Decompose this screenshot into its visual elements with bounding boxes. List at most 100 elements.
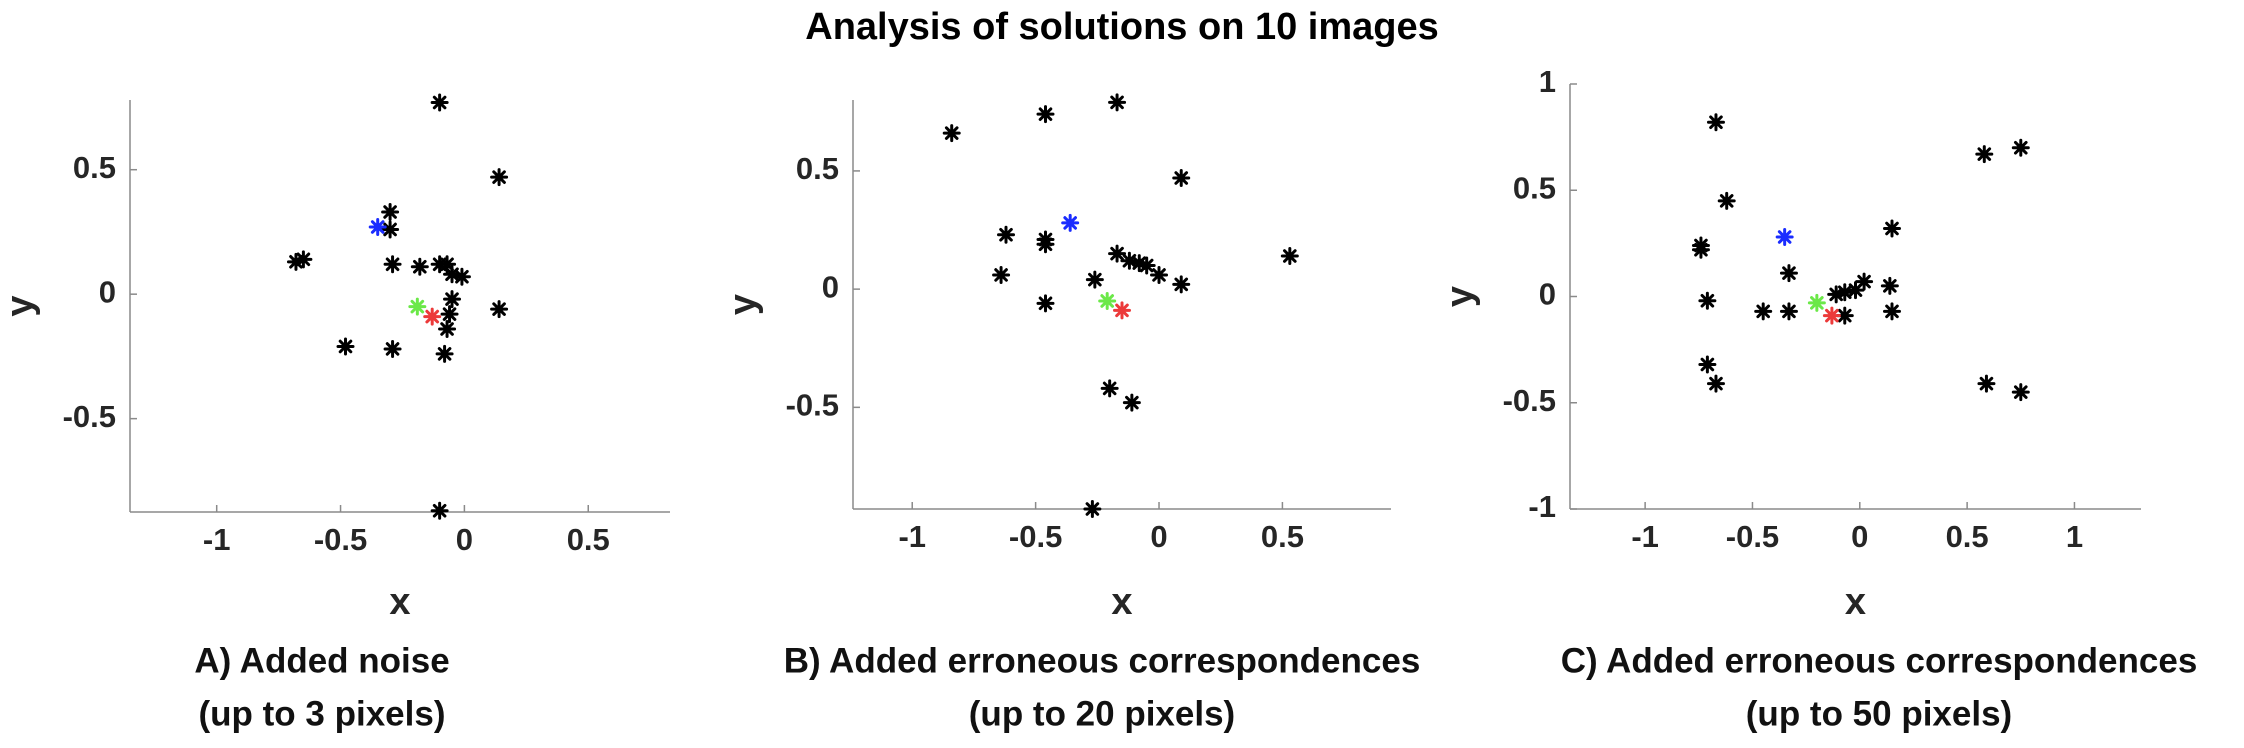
x-tick-label: 0 bbox=[1150, 519, 1167, 554]
point bbox=[438, 320, 457, 339]
x-axis-label: x bbox=[389, 581, 410, 623]
point bbox=[1113, 301, 1131, 320]
y-tick-label: -0.5 bbox=[1503, 383, 1556, 418]
point bbox=[1880, 276, 1899, 295]
point bbox=[1061, 213, 1080, 232]
y-tick-label: 0.5 bbox=[1513, 170, 1556, 205]
point bbox=[1975, 145, 1994, 164]
x-tick-label: 1 bbox=[2066, 519, 2083, 554]
y-axis-label: y bbox=[722, 294, 764, 315]
x-tick-label: -0.5 bbox=[1726, 519, 1779, 554]
point bbox=[452, 267, 471, 286]
point bbox=[438, 255, 457, 274]
point bbox=[2011, 138, 2030, 157]
point bbox=[1150, 265, 1169, 284]
point bbox=[1098, 291, 1117, 310]
point bbox=[440, 305, 459, 324]
x-tick-label: 0.5 bbox=[1946, 519, 1989, 554]
point bbox=[1855, 272, 1874, 291]
y-tick-label: 0 bbox=[1539, 277, 1556, 312]
figure-title: Analysis of solutions on 10 images bbox=[805, 6, 1439, 48]
y-axis-label: y bbox=[0, 295, 41, 316]
point bbox=[383, 339, 402, 358]
y-tick-label: 0 bbox=[99, 274, 116, 309]
point bbox=[1083, 500, 1102, 518]
point bbox=[1754, 302, 1773, 321]
point bbox=[1779, 264, 1798, 283]
x-axis-label: x bbox=[1845, 581, 1866, 623]
point bbox=[430, 501, 449, 520]
point bbox=[1172, 169, 1191, 188]
point bbox=[1130, 254, 1149, 273]
point bbox=[997, 225, 1016, 244]
point bbox=[1717, 191, 1736, 210]
point bbox=[1036, 105, 1055, 124]
y-tick-label: 0 bbox=[822, 269, 839, 304]
point bbox=[1779, 302, 1798, 321]
point bbox=[1706, 113, 1725, 132]
x-tick-label: -1 bbox=[1631, 519, 1659, 554]
point bbox=[1172, 275, 1191, 294]
y-tick-label: -0.5 bbox=[786, 388, 839, 423]
point bbox=[1807, 293, 1826, 312]
point bbox=[383, 255, 402, 274]
point bbox=[1775, 228, 1794, 246]
point bbox=[1137, 256, 1156, 275]
point bbox=[1882, 302, 1901, 321]
point bbox=[1835, 283, 1854, 302]
point bbox=[1036, 235, 1055, 254]
subplot-title: B) Added erroneous correspondences bbox=[784, 641, 1421, 680]
y-tick-label: 0.5 bbox=[73, 150, 116, 185]
point bbox=[368, 217, 387, 236]
y-tick-label: -0.5 bbox=[63, 399, 116, 434]
point bbox=[1698, 355, 1717, 374]
point bbox=[1835, 306, 1854, 325]
subplot-subtitle: (up to 50 pixels) bbox=[1746, 694, 2012, 733]
point bbox=[1036, 294, 1055, 313]
subplot-subtitle: (up to 3 pixels) bbox=[199, 694, 446, 733]
point bbox=[1085, 270, 1104, 289]
point bbox=[286, 252, 305, 271]
point bbox=[1822, 306, 1841, 325]
x-tick-label: -1 bbox=[203, 522, 231, 557]
x-tick-label: 0 bbox=[1851, 519, 1868, 554]
x-tick-label: -0.5 bbox=[314, 522, 367, 557]
point bbox=[1882, 219, 1901, 238]
point bbox=[1846, 281, 1865, 300]
y-tick-label: 1 bbox=[1539, 64, 1556, 99]
y-axis-label: y bbox=[1439, 286, 1481, 307]
x-tick-label: 0 bbox=[456, 522, 473, 557]
point bbox=[992, 265, 1011, 284]
point bbox=[435, 344, 454, 363]
subplot-title: C) Added erroneous correspondences bbox=[1561, 641, 2198, 680]
y-tick-label: 0.5 bbox=[796, 151, 839, 186]
point bbox=[1280, 247, 1299, 266]
point bbox=[942, 124, 961, 143]
y-tick-label: -1 bbox=[1528, 489, 1556, 524]
point bbox=[1120, 251, 1139, 270]
point bbox=[1691, 240, 1710, 259]
x-tick-label: 0.5 bbox=[1261, 519, 1304, 554]
point bbox=[410, 257, 429, 276]
point bbox=[2011, 383, 2030, 402]
point bbox=[1977, 374, 1996, 393]
x-tick-label: -0.5 bbox=[1009, 519, 1062, 554]
subplot-subtitle: (up to 20 pixels) bbox=[969, 694, 1235, 733]
point bbox=[443, 265, 462, 284]
point bbox=[381, 203, 400, 222]
point bbox=[1698, 291, 1717, 310]
point bbox=[1108, 93, 1127, 112]
point bbox=[1827, 285, 1846, 304]
point bbox=[1108, 244, 1127, 263]
point bbox=[1100, 379, 1119, 398]
subplot-title: A) Added noise bbox=[194, 641, 449, 680]
point bbox=[1706, 374, 1725, 393]
point bbox=[294, 250, 313, 269]
point bbox=[408, 297, 427, 316]
point bbox=[490, 168, 509, 187]
point bbox=[423, 307, 442, 326]
point bbox=[336, 337, 355, 356]
x-tick-label: 0.5 bbox=[567, 522, 610, 557]
point bbox=[443, 290, 462, 309]
